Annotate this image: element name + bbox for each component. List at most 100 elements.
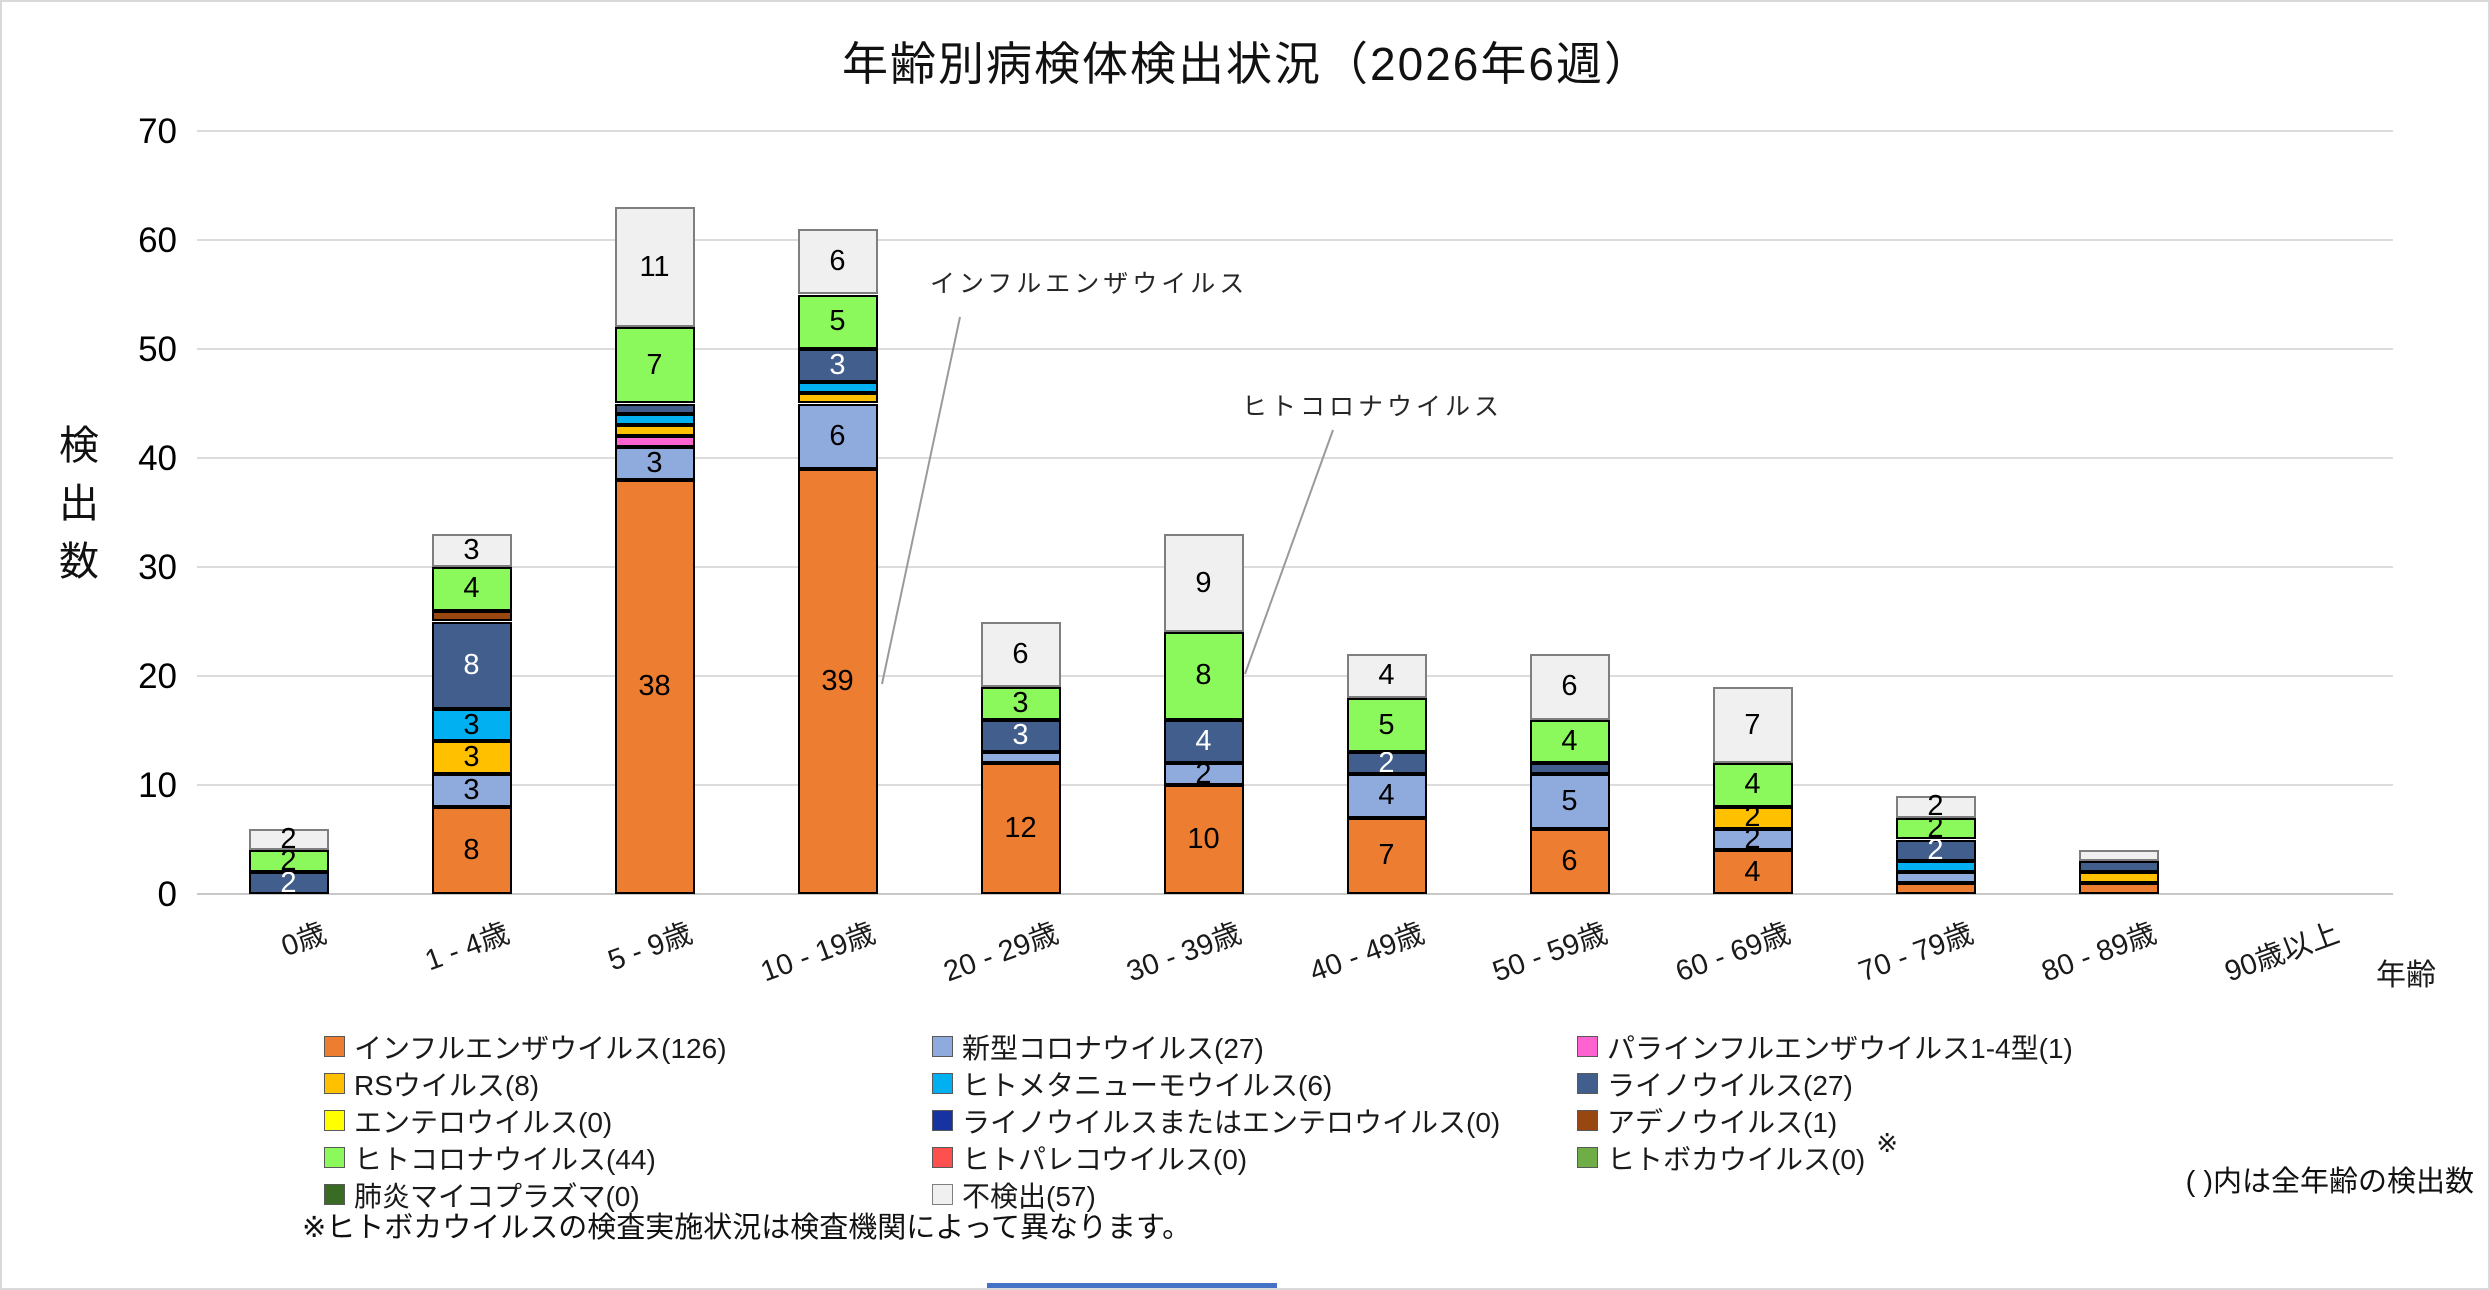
bar-segment: 3 [980,686,1061,720]
bar-value-label: 6 [1561,844,1578,877]
gridline [197,130,2393,132]
bar-segment: 4 [1346,774,1427,818]
y-tick-label: 40 [138,439,177,478]
y-tick-label: 50 [138,330,177,369]
legend-label: ライノウイルスまたはエンテロウイルス(0) [962,1106,1501,1138]
bar-segment: 2 [1712,803,1793,832]
y-tick-label: 70 [138,112,177,151]
bar-segment: 3 [431,774,512,807]
bar-segment: 4 [1346,654,1427,698]
legend-item: ヒトメタニューモウイルス(6) [932,1064,1577,1104]
annotation-label-influenza: インフルエンザウイルス [930,270,1249,298]
legend-item: RSウイルス(8) [324,1064,932,1104]
bar-value-label: 3 [1012,719,1029,752]
legend-item: パラインフルエンザウイルス1-4型(1) [1577,1027,2488,1067]
bar-value-label: 2 [1378,746,1395,779]
asterisk-mark: ※ [1876,1128,1899,1158]
bar-segment: 5 [1529,774,1610,829]
bar-segment: 11 [614,207,695,328]
legend-swatch-icon [324,1147,345,1168]
legend-label: インフルエンザウイルス(126) [354,1032,727,1064]
bar-value-label: 3 [463,534,480,567]
bar-segment: 4 [1712,763,1793,807]
legend-swatch-icon [932,1073,953,1094]
x-axis-label: 年齢 [2376,959,2436,992]
legend-label: 肺炎マイコプラズマ(0) [354,1180,640,1212]
bar-segment [431,610,512,622]
legend-label: ヒトメタニューモウイルス(6) [962,1069,1333,1101]
bar-value-label: 4 [1744,768,1761,801]
bar-value-label: 39 [821,664,854,697]
annotation-leader-line [1244,429,1334,675]
gridline [197,893,2393,895]
legend-label: ヒトコロナウイルス(44) [354,1143,656,1175]
bar-segment: 2 [248,868,329,897]
bar-segment: 7 [1712,686,1793,764]
bar-segment: 2 [1346,748,1427,777]
bar-segment [1895,861,1976,873]
bar-segment: 39 [797,468,878,894]
gridline [197,784,2393,786]
bar-segment: 8 [431,621,512,709]
legend-label: ヒトボカウイルス(0) [1607,1143,1866,1175]
bar-segment: 3 [980,719,1061,753]
bar-value-label: 5 [1378,708,1395,741]
bar-segment: 7 [614,327,695,404]
bottom-blue-strip [987,1283,1277,1288]
bar-value-label: 4 [1378,659,1395,692]
bar-value-label: 38 [638,670,671,703]
legend-swatch-icon [324,1110,345,1131]
legend-label: 新型コロナウイルス(27) [962,1032,1264,1064]
bar-value-label: 6 [829,245,846,278]
legend-item: インフルエンザウイルス(126) [324,1027,932,1067]
bar-segment [2078,861,2159,873]
bar-value-label: 3 [463,741,480,774]
bar-value-label: 2 [1744,823,1761,855]
bar-segment [614,403,695,415]
bar-value-label: 6 [829,419,846,452]
legend-item: ヒトボカウイルス(0) ※ [1577,1128,2488,1178]
bar-value-label: 2 [280,823,297,855]
bar-value-label: 8 [463,833,480,866]
bar-segment: 12 [980,763,1061,894]
y-tick-label: 0 [157,875,177,914]
legend-swatch-icon [324,1184,345,1205]
legend-item: 肺炎マイコプラズマ(0) [324,1175,932,1215]
legend-item: アデノウイルス(1) [1577,1101,2488,1141]
bar-segment: 6 [797,403,878,469]
gridline [197,239,2393,241]
bar-segment: 5 [1346,697,1427,753]
note-bocavirus: ※ヒトボカウイルスの検査実施状況は検査機関によって異なります。 [302,1212,1192,1244]
bar-value-label: 11 [639,250,670,283]
bar-segment [614,414,695,426]
bar-value-label: 6 [1012,637,1029,670]
legend-label: アデノウイルス(1) [1607,1106,1838,1138]
bar-segment: 38 [614,479,695,894]
legend-item: ヒトパレコウイルス(0) [932,1138,1577,1178]
bar-segment: 2 [1895,835,1976,864]
bar-value-label: 6 [1561,670,1578,703]
gridline [197,348,2393,350]
legend-label: エンテロウイルス(0) [354,1106,613,1138]
bar-value-label: 5 [829,305,846,338]
legend-item: エンテロウイルス(0) [324,1101,932,1141]
bar-value-label: 12 [1004,812,1037,845]
legend-swatch-icon [932,1036,953,1057]
bar-value-label: 7 [646,348,663,381]
y-tick-label: 10 [138,766,177,805]
legend-item: ライノウイルス(27) [1577,1064,2488,1104]
bar-segment [1529,763,1610,775]
legend-item: ライノウイルスまたはエンテロウイルス(0) [932,1101,1577,1141]
gridline [197,457,2393,459]
bar-segment: 10 [1163,785,1244,894]
legend-swatch-icon [1577,1073,1598,1094]
bar-value-label: 8 [1195,659,1212,692]
bar-segment: 2 [1712,825,1793,854]
y-tick-label: 30 [138,548,177,587]
bar-value-label: 3 [829,348,846,381]
bar-segment: 3 [431,741,512,775]
bar-segment: 2 [1163,759,1244,788]
bar-segment: 6 [1529,654,1610,720]
legend-swatch-icon [1577,1110,1598,1131]
